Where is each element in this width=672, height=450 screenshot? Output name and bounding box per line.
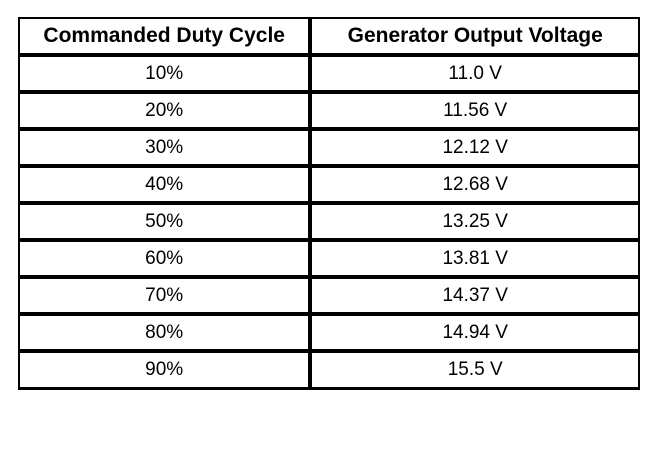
table-row: 50% 13.25 V: [17, 201, 640, 242]
voltage-cell: 14.37 V: [308, 275, 640, 316]
voltage-cell: 12.12 V: [308, 127, 640, 168]
header-output-voltage: Generator Output Voltage: [308, 17, 640, 57]
voltage-cell: 11.0 V: [308, 53, 640, 94]
duty-cycle-cell: 90%: [17, 349, 313, 390]
table-row: 90% 15.5 V: [17, 349, 640, 390]
table-row: 40% 12.68 V: [17, 164, 640, 205]
voltage-cell: 13.25 V: [308, 201, 640, 242]
duty-cycle-cell: 30%: [17, 127, 313, 168]
header-row: Commanded Duty Cycle Generator Output Vo…: [17, 17, 640, 57]
duty-cycle-cell: 60%: [17, 238, 313, 279]
duty-cycle-cell: 50%: [17, 201, 313, 242]
duty-cycle-cell: 70%: [17, 275, 313, 316]
voltage-cell: 11.56 V: [308, 90, 640, 131]
duty-cycle-cell: 20%: [17, 90, 313, 131]
header-duty-cycle: Commanded Duty Cycle: [17, 17, 313, 57]
voltage-cell: 15.5 V: [308, 349, 640, 390]
voltage-cell: 12.68 V: [308, 164, 640, 205]
duty-cycle-cell: 10%: [17, 53, 313, 94]
table-row: 80% 14.94 V: [17, 312, 640, 353]
table-container: Commanded Duty Cycle Generator Output Vo…: [17, 17, 640, 390]
table-row: 30% 12.12 V: [17, 127, 640, 168]
table-row: 20% 11.56 V: [17, 90, 640, 131]
table-row: 60% 13.81 V: [17, 238, 640, 279]
duty-cycle-cell: 40%: [17, 164, 313, 205]
duty-cycle-cell: 80%: [17, 312, 313, 353]
table-row: 70% 14.37 V: [17, 275, 640, 316]
voltage-cell: 14.94 V: [308, 312, 640, 353]
table-header: Commanded Duty Cycle Generator Output Vo…: [17, 17, 640, 57]
duty-cycle-voltage-table: Commanded Duty Cycle Generator Output Vo…: [17, 17, 640, 390]
table-row: 10% 11.0 V: [17, 53, 640, 94]
voltage-cell: 13.81 V: [308, 238, 640, 279]
